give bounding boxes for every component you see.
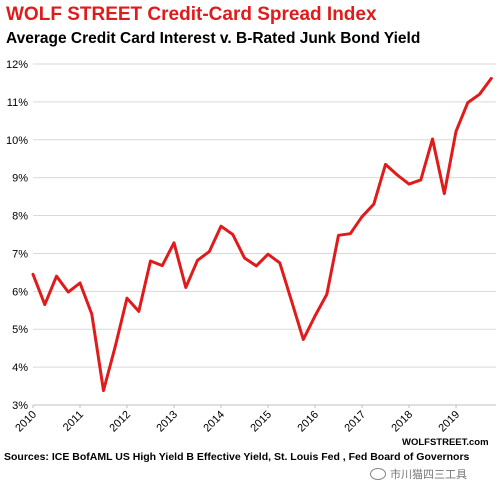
chart-subtitle: Average Credit Card Interest v. B-Rated …	[6, 30, 421, 47]
x-tick-label: 2016	[295, 409, 321, 435]
watermark-text: 市川猫四三工具	[390, 469, 467, 481]
chart-title: WOLF STREET Credit-Card Spread Index	[6, 4, 377, 25]
y-tick-label: 9%	[12, 173, 28, 185]
x-tick-label: 2014	[201, 409, 227, 435]
x-tick-label: 2012	[107, 409, 133, 435]
x-tick-label: 2011	[61, 409, 86, 434]
wechat-icon	[370, 468, 386, 480]
x-tick-label: 2018	[389, 409, 415, 435]
x-tick-label: 2019	[436, 409, 462, 435]
x-tick-label: 2015	[248, 409, 274, 435]
brand-label: WOLFSTREET.com	[402, 437, 489, 448]
y-tick-label: 3%	[12, 400, 28, 412]
y-tick-label: 6%	[12, 286, 28, 298]
y-tick-label: 12%	[6, 59, 28, 71]
y-tick-label: 7%	[12, 248, 28, 260]
x-tick-label: 2017	[342, 409, 368, 435]
watermark: 市川猫四三工具	[370, 466, 467, 482]
series-line	[31, 76, 493, 393]
y-tick-label: 8%	[12, 211, 28, 223]
y-tick-label: 10%	[6, 135, 28, 147]
source-note: Sources: ICE BofAML US High Yield B Effe…	[4, 451, 470, 463]
x-tick-label: 2010	[13, 409, 39, 435]
x-tick-label: 2013	[154, 409, 180, 435]
y-tick-label: 11%	[7, 97, 28, 109]
y-tick-label: 5%	[12, 324, 28, 336]
y-tick-label: 4%	[12, 362, 28, 374]
